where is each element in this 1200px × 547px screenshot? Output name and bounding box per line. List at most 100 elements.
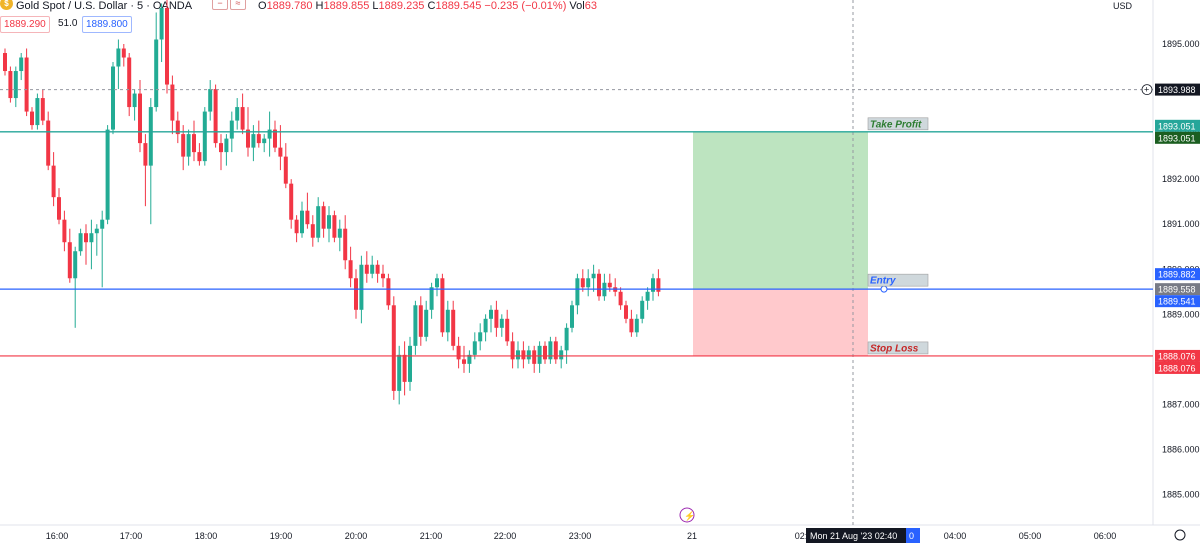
price-tick-label: 1886.000 [1162, 444, 1200, 454]
sl-price-tag-upper: 1888.076 [1158, 351, 1196, 361]
candle-up [478, 332, 483, 342]
ohlc-readout: O1889.780 H1889.855 L1889.235 C1889.545 … [258, 0, 597, 12]
candle-down [456, 345, 461, 360]
candle-up [526, 350, 531, 360]
candle-down [192, 134, 196, 153]
candle-down [505, 318, 510, 342]
candle-up [89, 233, 94, 243]
crosshair-price-tag: 1893.988 [1158, 85, 1196, 95]
ask-price-tag-bg [1155, 268, 1200, 281]
candle-down [84, 233, 88, 243]
candle-down [294, 219, 299, 234]
candle-down [138, 93, 142, 144]
tp-price-tag-upper: 1893.051 [1158, 121, 1196, 131]
candle-up [359, 264, 364, 310]
candle-down [494, 309, 499, 328]
price-tick-label: 1887.000 [1162, 399, 1200, 409]
candle-up [559, 350, 564, 360]
time-tick-label: 20:00 [345, 531, 368, 541]
plus-icon: + [1144, 85, 1149, 95]
candle-up [94, 228, 99, 234]
tp-price-tag-lower-bg [1155, 131, 1200, 144]
candle-down [543, 345, 547, 360]
candle-down [46, 120, 51, 166]
candle-up [316, 206, 321, 238]
time-tick-label: 17:00 [120, 531, 143, 541]
candle-down [310, 224, 315, 238]
symbol-title[interactable]: Gold Spot / U.S. Dollar · 5 · OANDA [16, 0, 193, 12]
stop-loss-label: Stop Loss [870, 343, 919, 354]
price-tick-label: 1885.000 [1162, 490, 1200, 500]
candle-up [645, 291, 650, 301]
stop-loss-zone [693, 289, 868, 356]
candle-up [575, 278, 580, 306]
candle-down [607, 282, 612, 288]
sl-price-tag-upper-bg [1155, 349, 1200, 362]
candle-up [148, 107, 153, 166]
sell-button[interactable]: 1889.290 [0, 16, 50, 33]
candle-down [24, 57, 29, 112]
candle-down [332, 215, 337, 238]
time-badge-bg [906, 528, 920, 543]
take-profit-label: Take Profit [870, 119, 922, 130]
high-value: 1889.855 [323, 0, 370, 12]
candle-up [634, 318, 639, 333]
candle-up [235, 107, 240, 121]
candle-down [175, 120, 180, 135]
time-tick-label: 06:00 [1094, 531, 1117, 541]
candle-down [618, 291, 623, 306]
candle-up [586, 278, 591, 288]
candle-down [213, 89, 218, 144]
time-tick-label: 16:00 [46, 531, 69, 541]
candle-down [273, 129, 277, 148]
time-tick-label: 19:00 [270, 531, 293, 541]
candle-up [370, 264, 375, 274]
candle-down [127, 57, 132, 108]
candle-down [57, 197, 61, 220]
spread-value: 51.0 [58, 18, 78, 29]
candle-up [262, 138, 267, 144]
candle-down [381, 273, 385, 279]
price-tick-label: 1895.000 [1162, 39, 1200, 49]
last-price-tag: 1889.558 [1158, 285, 1196, 295]
candle-down [67, 242, 72, 279]
candle-up [537, 345, 542, 364]
candle-down [629, 318, 634, 333]
time-badge-label: 0 [909, 531, 914, 541]
gold-coin-icon: $ [0, 0, 13, 10]
candle-down [170, 84, 175, 121]
tp-price-tag-upper-bg [1155, 119, 1200, 132]
wave-icon[interactable]: ≈ [230, 0, 246, 10]
candle-up [116, 48, 121, 67]
candle-down [386, 278, 391, 306]
take-profit-zone [693, 131, 868, 290]
candle-up [651, 278, 655, 292]
candle-down [402, 354, 407, 382]
candle-down [521, 350, 526, 360]
candle-up [445, 309, 450, 333]
entry-handle [880, 285, 888, 293]
stop-loss-label-group: Stop Loss [867, 341, 929, 354]
buy-button[interactable]: 1889.800 [82, 16, 132, 33]
candle-up [159, 7, 164, 40]
bid-price-tag-bg [1155, 295, 1200, 308]
candle-up [516, 350, 520, 360]
candle-up [132, 93, 137, 108]
price-tick-label: 1892.000 [1162, 174, 1200, 184]
candle-up [499, 318, 504, 328]
entry-label-group: Entry [867, 273, 929, 287]
candle-up [424, 309, 429, 337]
candle-up [224, 138, 229, 153]
minus-icon[interactable]: − [212, 0, 228, 10]
entry-label-box [867, 273, 929, 287]
candle-up [397, 354, 402, 391]
candle-down [62, 219, 67, 243]
candle-down [51, 165, 56, 198]
candle-down [278, 147, 283, 157]
bid-price-tag: 1889.541 [1158, 297, 1196, 307]
currency-label[interactable]: USD [1112, 1, 1132, 11]
candle-down [440, 278, 445, 333]
lightning-icon: ⚡ [684, 510, 695, 522]
candle-down [143, 143, 148, 166]
